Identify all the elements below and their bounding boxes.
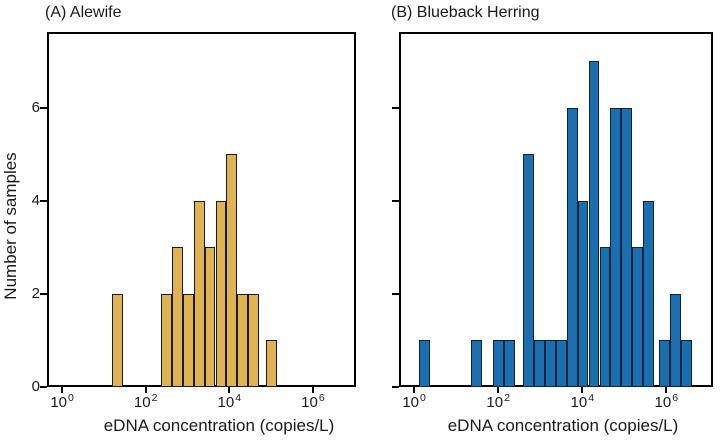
x-tick-label: 104	[217, 392, 242, 411]
histogram-bar-b	[599, 247, 611, 387]
x-axis-tick	[61, 387, 64, 393]
x-tick-label: 104	[570, 392, 595, 411]
y-tick-label: 0	[31, 378, 40, 395]
histogram-bar-b	[492, 340, 504, 387]
histogram-bar-a	[266, 340, 277, 387]
y-axis-tick	[40, 386, 47, 388]
histogram-bar-a	[112, 293, 124, 387]
x-tick-label: 106	[654, 392, 679, 411]
y-axis-tick	[40, 199, 47, 202]
y-axis-tick	[392, 199, 399, 202]
panel-a-title: (A) Alewife	[45, 4, 122, 21]
y-axis-tick	[40, 292, 47, 295]
x-axis-tick	[144, 387, 147, 393]
x-tick-label: 102	[133, 392, 158, 411]
histogram-bar-b	[588, 60, 600, 387]
x-axis-tick	[228, 387, 231, 393]
histogram-bar-a	[204, 247, 216, 387]
x-tick-label: 100	[50, 392, 74, 411]
histogram-bar-a	[215, 200, 227, 387]
histogram-bar-a	[161, 293, 173, 387]
x-tick-label: 102	[486, 392, 510, 411]
histogram-bar-a	[172, 247, 183, 387]
histogram-bar-b	[621, 107, 633, 387]
histogram-bar-a	[182, 293, 194, 387]
histogram-bar-b	[577, 200, 589, 387]
panel-b-title: (B) Blueback Herring	[391, 4, 540, 21]
histogram-bar-b	[555, 340, 567, 387]
histogram-bar-b	[544, 340, 556, 387]
histogram-bar-b	[419, 340, 431, 387]
histogram-bar-b	[610, 107, 622, 387]
y-axis-tick	[392, 106, 399, 109]
histogram-bar-b	[643, 200, 655, 387]
histogram-bar-b	[670, 293, 681, 387]
histogram-bar-a	[237, 293, 249, 387]
y-tick-label: 6	[31, 98, 40, 116]
x-axis-label-a: eDNA concentration (copies/L)	[103, 416, 335, 435]
x-axis-tick	[311, 387, 314, 393]
histogram-bar-a	[193, 200, 205, 387]
histogram-bar-b	[566, 107, 578, 387]
histogram-bar-b	[523, 154, 534, 387]
panel-b-plot-area	[399, 32, 713, 387]
y-tick-label: 4	[31, 191, 40, 209]
histogram-bar-b	[659, 340, 671, 387]
x-tick-label: 106	[301, 392, 325, 411]
y-axis-tick	[392, 292, 399, 295]
x-axis-tick	[497, 387, 500, 393]
histogram-bar-b	[503, 340, 515, 387]
y-axis-label: Number of samples	[1, 152, 20, 300]
histogram-bar-a	[226, 154, 238, 387]
x-axis-tick	[581, 387, 584, 393]
x-axis-tick	[413, 387, 416, 393]
x-axis-label-b: eDNA concentration (copies/L)	[447, 416, 679, 435]
y-axis-tick	[40, 106, 47, 109]
histogram-bar-b	[470, 340, 482, 387]
histogram-bar-a	[248, 293, 259, 387]
y-tick-label: 2	[31, 284, 40, 302]
histogram-bar-b	[533, 340, 545, 387]
histogram-bar-b	[632, 247, 644, 387]
x-axis-tick	[665, 387, 668, 393]
y-axis-tick	[392, 386, 399, 388]
x-tick-label: 100	[402, 392, 426, 411]
histogram-bar-b	[681, 340, 692, 387]
